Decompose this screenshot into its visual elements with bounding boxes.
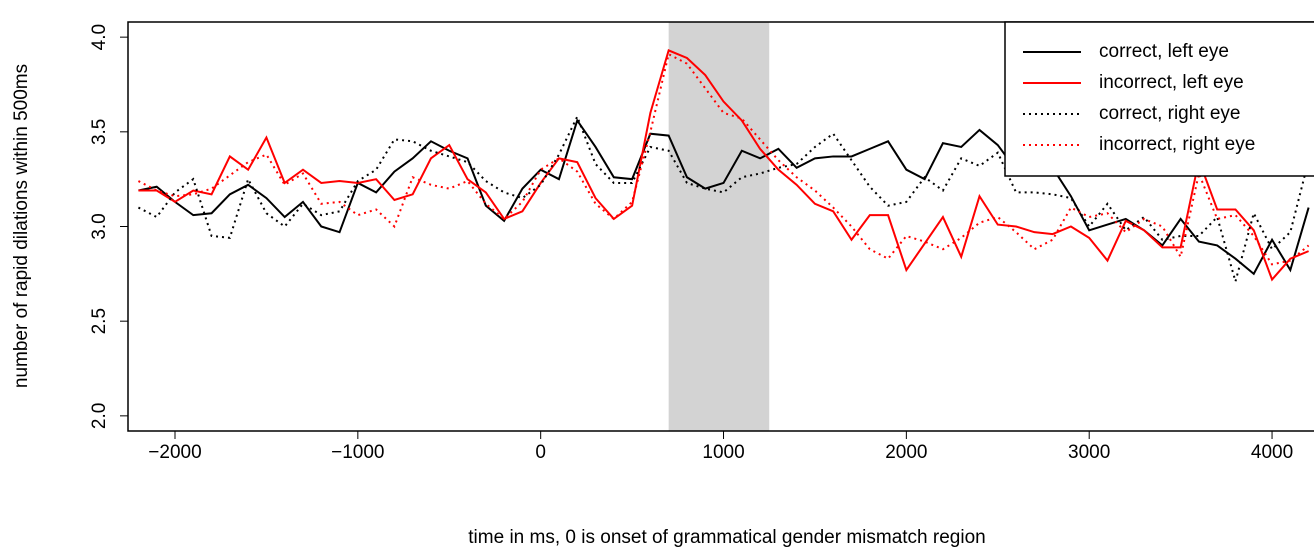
- legend-label: incorrect, right eye: [1099, 134, 1255, 155]
- y-tick-label: 4.0: [89, 24, 110, 50]
- series-line: [138, 49, 1309, 282]
- legend-label: correct, left eye: [1099, 41, 1229, 62]
- plot-area: [137, 22, 1310, 431]
- x-tick-label: 0: [535, 442, 546, 463]
- plot-frame: [127, 21, 1314, 432]
- y-tick-label: 3.0: [89, 213, 110, 239]
- x-tick-label: −1000: [331, 442, 384, 463]
- legend-label: correct, right eye: [1099, 103, 1241, 124]
- y-axis-label: number of rapid dilations within 500ms: [11, 64, 32, 388]
- x-tick-label: −2000: [148, 442, 201, 463]
- legend-box: [1004, 21, 1314, 177]
- x-tick-label: 1000: [702, 442, 744, 463]
- series-line: [138, 118, 1310, 276]
- x-tick-label: 3000: [1068, 442, 1110, 463]
- legend-label: incorrect, left eye: [1099, 72, 1244, 93]
- series-line: [137, 52, 1310, 266]
- series-line: [137, 114, 1310, 286]
- x-tick-label: 2000: [885, 442, 927, 463]
- shaded-region: [668, 22, 770, 431]
- y-tick-label: 3.5: [89, 119, 110, 145]
- x-tick-label: 4000: [1251, 442, 1293, 463]
- x-axis-label: time in ms, 0 is onset of grammatical ge…: [468, 527, 985, 548]
- y-tick-label: 2.0: [89, 403, 110, 429]
- y-tick-label: 2.5: [89, 308, 110, 334]
